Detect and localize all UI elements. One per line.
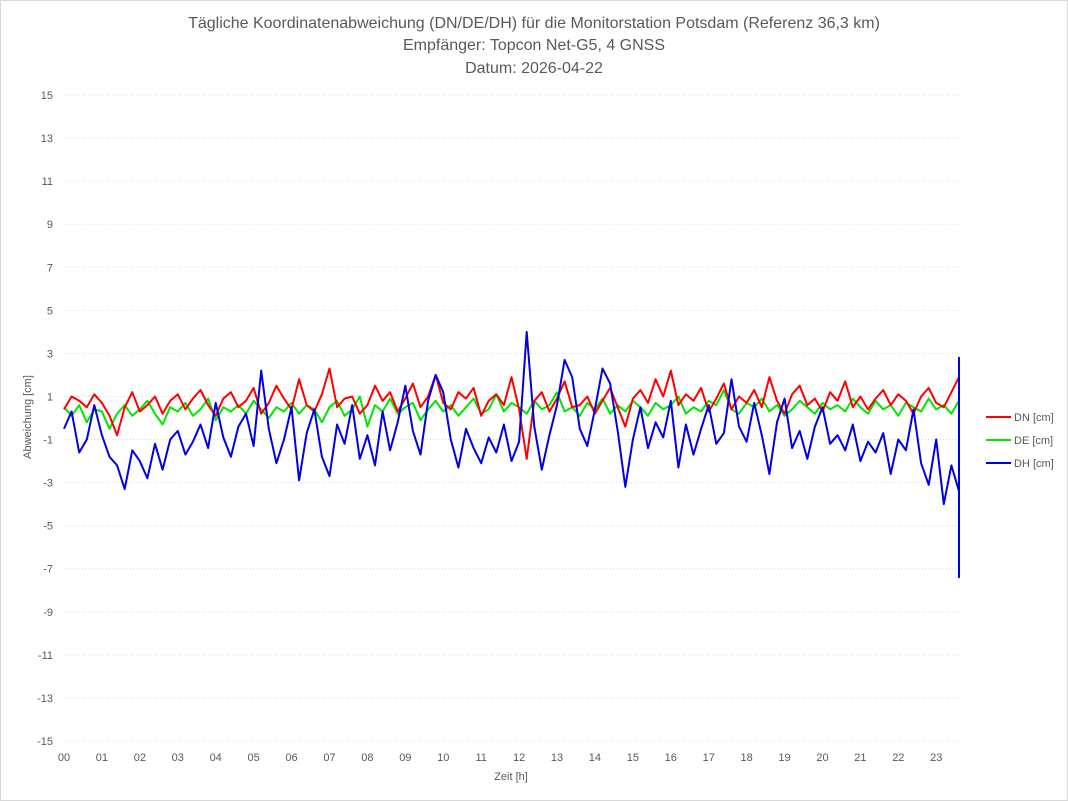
y-tick-label: 11 [42, 176, 53, 188]
y-tick-label: -15 [37, 736, 53, 748]
y-tick-label: 9 [47, 219, 53, 231]
x-tick-label: 08 [361, 752, 373, 764]
chart-title-line-1: Tägliche Koordinatenabweichung (DN/DE/DH… [188, 15, 880, 32]
x-tick-label: 01 [96, 752, 108, 764]
y-tick-label: 13 [41, 133, 53, 145]
x-tick-label: 19 [778, 752, 790, 764]
series-lines [63, 330, 960, 579]
x-tick-label: 21 [854, 752, 866, 764]
x-tick-label: 04 [210, 752, 222, 764]
y-tick-label: 1 [47, 391, 53, 403]
x-tick-label: 20 [816, 752, 828, 764]
y-tick-label: 15 [41, 90, 53, 102]
y-tick-label: -7 [43, 564, 53, 576]
x-tick-label: 07 [323, 752, 335, 764]
legend: DN [cm] DE [cm] DH [cm] [986, 412, 1054, 470]
chart-title-line-3: Datum: 2026-04-22 [465, 60, 603, 77]
y-tick-label: 7 [47, 262, 53, 274]
y-tick-label: -11 [38, 650, 53, 662]
legend-label-de: DE [cm] [1014, 435, 1053, 447]
x-tick-label: 18 [741, 752, 753, 764]
y-tick-label: -5 [43, 521, 53, 533]
y-tick-label: -3 [43, 478, 53, 490]
gridlines [64, 94, 959, 742]
x-tick-label: 03 [172, 752, 184, 764]
x-tick-label: 11 [475, 752, 486, 764]
series-line-dh [63, 330, 960, 579]
x-tick-label: 06 [285, 752, 297, 764]
x-tick-label: 16 [665, 752, 677, 764]
x-tick-label: 10 [437, 752, 449, 764]
y-axis-label: Abweichung [cm] [22, 375, 34, 459]
x-axis-label: Zeit [h] [494, 771, 528, 783]
legend-label-dh: DH [cm] [1014, 458, 1054, 470]
x-tick-label: 17 [703, 752, 715, 764]
x-tick-label: 14 [589, 752, 601, 764]
x-tick-label: 00 [58, 752, 70, 764]
legend-label-dn: DN [cm] [1014, 412, 1054, 424]
chart-title-line-2: Empfänger: Topcon Net-G5, 4 GNSS [403, 37, 665, 54]
x-tick-label: 13 [551, 752, 563, 764]
y-tick-label: -1 [43, 435, 53, 447]
x-tick-label: 23 [930, 752, 942, 764]
x-tick-label: 05 [247, 752, 259, 764]
x-tick-label: 09 [399, 752, 411, 764]
x-tick-label: 12 [513, 752, 525, 764]
y-tick-labels: 15 13 11 9 7 5 3 1 -1 -3 -5 -7 -9 -11 -13 -15 [37, 90, 53, 748]
x-tick-label: 15 [627, 752, 639, 764]
y-tick-label: -9 [43, 607, 53, 619]
x-tick-label: 22 [892, 752, 904, 764]
y-tick-label: -13 [37, 693, 53, 705]
y-tick-label: 3 [47, 348, 53, 360]
y-tick-label: 5 [47, 305, 53, 317]
x-tick-labels: 00 01 02 03 04 05 06 07 08 09 10 11 12 13 14 15 16 17 18 19… [58, 752, 942, 764]
x-tick-label: 02 [134, 752, 146, 764]
